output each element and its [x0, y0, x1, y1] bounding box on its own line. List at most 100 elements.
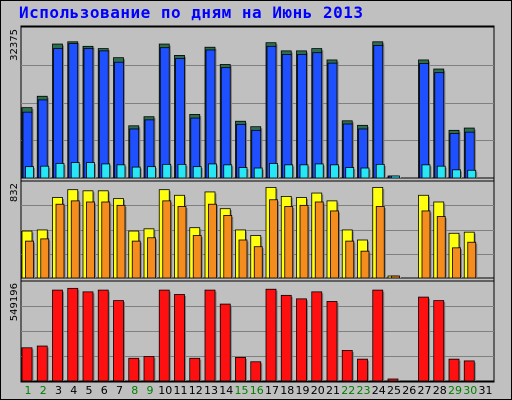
bar-panel1-series3-day15: [238, 167, 248, 179]
x-tick-label-3: 3: [55, 384, 62, 397]
x-tick-label-1: 1: [25, 384, 32, 397]
x-tick-label-18: 18: [280, 384, 294, 397]
x-tick-label-13: 13: [204, 384, 218, 397]
x-tick-label-11: 11: [174, 384, 188, 397]
bar-panel3-series1-day28: [433, 300, 445, 382]
bar-panel2-series2-day7: [116, 204, 126, 279]
bar-panel3-series1-day12: [189, 357, 201, 382]
panel-3-ylabel: 549196: [9, 283, 20, 321]
bar-panel3-series1-day10: [158, 289, 170, 382]
bar-panel1-series3-day21: [330, 164, 339, 179]
bar-panel1-series3-day12: [192, 166, 202, 179]
x-tick-label-2: 2: [40, 384, 47, 397]
x-tick-label-30: 30: [463, 384, 477, 397]
bar-panel3-series1-day5: [82, 291, 94, 382]
bar-panel1-series3-day11: [177, 163, 187, 179]
x-tick-label-20: 20: [311, 384, 325, 397]
bar-panel2-series2-day19: [299, 204, 309, 279]
bar-panel2-series2-day9: [147, 237, 156, 279]
bar-panel3-series1-day2: [36, 345, 48, 382]
bar-panel3-series1-day7: [113, 300, 124, 382]
bar-panel2-series2-day12: [192, 235, 202, 279]
bar-panel3-series1-day21: [326, 301, 338, 382]
bar-panel3-series1-day11: [174, 294, 185, 382]
bar-panel2-series2-day5: [86, 201, 95, 279]
bar-panel1-series3-day16: [253, 167, 263, 179]
x-tick-label-10: 10: [158, 384, 172, 397]
bar-panel3-series1-day22: [341, 350, 353, 382]
x-tick-label-24: 24: [372, 384, 386, 397]
bar-panel2-series2-day24: [375, 206, 385, 279]
bar-panel2-series2-day1: [25, 240, 34, 279]
bar-panel3-series1-day6: [97, 289, 109, 382]
x-tick-label-31: 31: [479, 384, 493, 397]
bar-panel2-series2-day6: [101, 201, 111, 279]
bar-panel3-series1-day8: [128, 357, 140, 382]
bar-panel1-series2-day6: [98, 50, 109, 179]
bar-panel3-series1-day27: [418, 296, 429, 382]
bar-panel2-series2-day3: [55, 203, 65, 279]
bar-panel1-series2-day3: [53, 48, 63, 179]
x-tick-label-22: 22: [341, 384, 355, 397]
bar-panel1-series3-day28: [436, 165, 446, 179]
x-tick-label-4: 4: [70, 384, 77, 397]
bar-panel3-series1-day29: [448, 358, 460, 382]
chart-title: Использование по дням на Июнь 2013: [19, 3, 364, 22]
bar-panel2-series2-day27: [421, 210, 431, 279]
x-tick-label-6: 6: [101, 384, 108, 397]
bar-panel1-series3-day9: [147, 166, 156, 179]
bar-panel2-series2-day21: [330, 210, 339, 279]
bar-panel1-series3-day6: [101, 163, 111, 179]
bar-panel1-series2-day5: [83, 48, 94, 179]
bar-panel2-series2-day28: [436, 216, 446, 279]
bar-panel1-series2-day4: [68, 43, 79, 179]
bar-panel1-series3-day23: [360, 167, 370, 179]
bar-panel1-series3-day29: [452, 169, 461, 179]
bar-panel1-series2-day24: [373, 45, 384, 179]
bar-panel3-series1-day20: [311, 291, 323, 382]
bar-panel3-series1-day15: [235, 357, 246, 382]
x-tick-label-14: 14: [219, 384, 233, 397]
bar-panel3-series1-day3: [52, 289, 63, 382]
x-tick-label-21: 21: [326, 384, 340, 397]
bar-panel1-series3-day8: [131, 166, 141, 179]
bar-panel3-series1-day1: [21, 347, 33, 382]
bar-panel2-series2-day22: [345, 240, 355, 279]
bar-panel3-series1-day30: [463, 360, 475, 382]
bar-panel1-series2-day10: [159, 47, 170, 179]
x-tick-label-26: 26: [402, 384, 416, 397]
bar-panel1-series3-day4: [70, 162, 80, 179]
bar-panel1-series2-day17: [266, 45, 277, 179]
bar-panel2-series2-day20: [314, 201, 324, 279]
bar-panel1-series3-day19: [299, 164, 309, 179]
bar-panel2-series2-day14: [223, 215, 233, 279]
x-tick-label-23: 23: [357, 384, 371, 397]
bar-panel1-series2-day28: [434, 72, 445, 179]
bar-panel3-series1-day16: [250, 361, 262, 382]
bar-panel1-series3-day5: [86, 162, 95, 179]
bar-panel1-series2-day11: [175, 58, 185, 179]
bar-panel1-series3-day27: [421, 164, 431, 179]
bar-panel2-series2-day8: [131, 240, 141, 279]
x-tick-label-16: 16: [250, 384, 264, 397]
bar-panel1-series3-day1: [25, 166, 34, 179]
x-tick-label-9: 9: [147, 384, 154, 397]
bar-panel1-series2-day18: [281, 54, 292, 179]
bar-panel1-series2-day13: [205, 49, 216, 179]
bar-panel1-series3-day14: [223, 164, 233, 179]
bar-panel1-series3-day24: [375, 163, 385, 179]
bar-panel1-series2-day7: [114, 61, 124, 179]
bar-panel2-series2-day25: [391, 275, 400, 279]
bar-panel2-series2-day15: [238, 239, 248, 279]
bar-panel2-series2-day11: [177, 206, 187, 279]
bar-panel1-series3-day22: [345, 167, 355, 179]
bar-panel1-series3-day17: [269, 163, 278, 179]
x-tick-label-19: 19: [296, 384, 310, 397]
bar-panel3-series1-day24: [372, 289, 384, 382]
bar-panel3-series1-day4: [67, 287, 79, 382]
x-tick-label-8: 8: [131, 384, 138, 397]
bar-panel1-series3-day10: [162, 163, 172, 179]
bar-panel3-series1-day9: [143, 356, 155, 382]
bar-panel3-series1-day17: [265, 288, 277, 382]
